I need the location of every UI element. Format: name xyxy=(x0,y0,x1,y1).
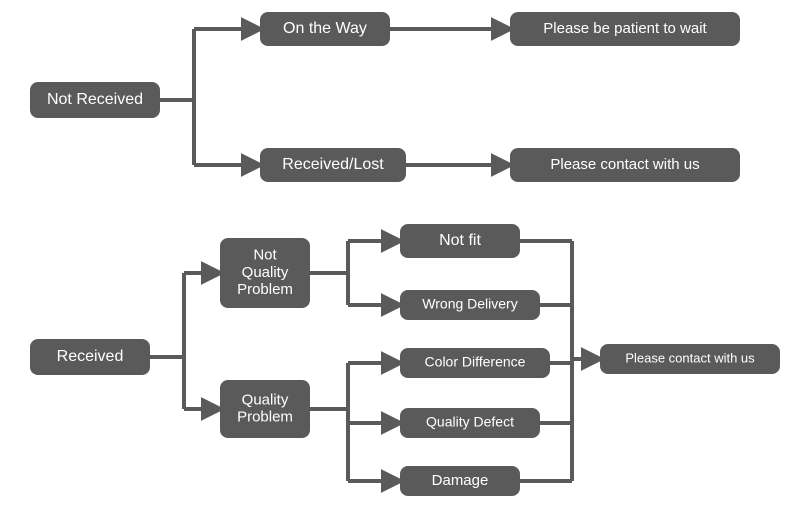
node-label: Quality xyxy=(242,264,289,281)
flowchart: Not Received On the Way Please be patient … xyxy=(0,0,800,520)
node-label: Wrong Delivery xyxy=(422,296,517,312)
node-label: Not fit xyxy=(439,232,481,249)
node-wait: Please be patient to wait xyxy=(510,12,740,46)
node-contact1: Please contact with us xyxy=(510,148,740,182)
node-label: Quality Defect xyxy=(426,414,514,430)
node-label: Damage xyxy=(432,472,489,489)
node-label: Please contact with us xyxy=(625,350,755,365)
node-label: Please be patient to wait xyxy=(543,20,707,37)
node-not_fit: Not fit xyxy=(400,224,520,258)
node-label: Color Difference xyxy=(425,354,526,370)
node-label: On the Way xyxy=(283,20,367,37)
node-wrong_delivery: Wrong Delivery xyxy=(400,290,540,320)
node-received_lost: Received/Lost xyxy=(260,148,406,182)
node-label: Problem xyxy=(237,281,293,298)
node-not_received: Not Received xyxy=(30,82,160,118)
node-label: Received/Lost xyxy=(282,156,384,173)
node-color_diff: Color Difference xyxy=(400,348,550,378)
node-quality: QualityProblem xyxy=(220,380,310,438)
node-on_the_way: On the Way xyxy=(260,12,390,46)
node-label: Please contact with us xyxy=(550,156,699,173)
node-not_quality: NotQualityProblem xyxy=(220,238,310,308)
node-damage: Damage xyxy=(400,466,520,496)
node-label: Quality xyxy=(242,391,289,408)
node-contact2: Please contact with us xyxy=(600,344,780,374)
node-label: Received xyxy=(57,348,124,365)
node-quality_defect: Quality Defect xyxy=(400,408,540,438)
node-received: Received xyxy=(30,339,150,375)
node-label: Not Received xyxy=(47,91,143,108)
node-label: Not xyxy=(253,247,277,264)
node-label: Problem xyxy=(237,409,293,426)
